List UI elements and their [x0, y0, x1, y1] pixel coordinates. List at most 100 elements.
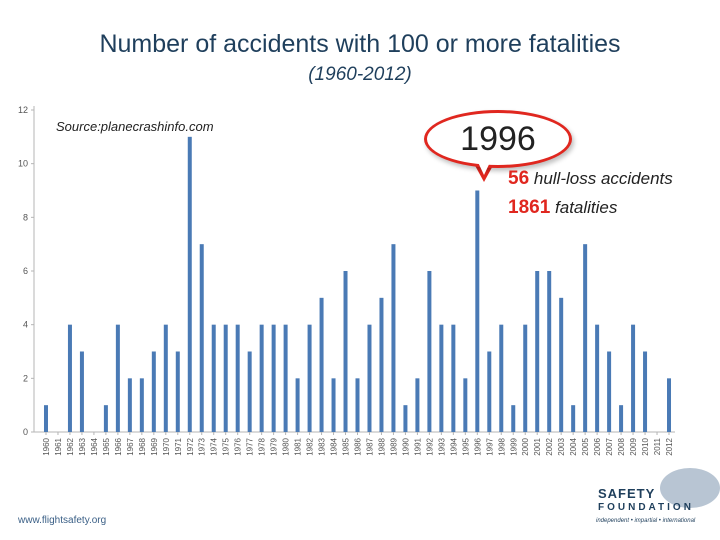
x-tick-label-1988: 1988 — [377, 437, 386, 455]
logo-word-foundation: FOUNDATION — [598, 502, 694, 513]
bar-1977 — [247, 351, 252, 432]
x-tick-label-1995: 1995 — [461, 437, 470, 455]
x-tick-label-2001: 2001 — [533, 437, 542, 455]
bar-1984 — [331, 378, 336, 432]
x-tick-label-1964: 1964 — [90, 437, 99, 455]
bar-2006 — [595, 324, 600, 432]
footer-url[interactable]: www.flightsafety.org — [18, 515, 107, 526]
chart-subtitle: (1960-2012) — [308, 64, 412, 85]
x-tick-label-1972: 1972 — [186, 437, 195, 455]
bar-1973 — [199, 244, 204, 432]
x-tick-label-2002: 2002 — [545, 437, 554, 455]
bar-1962 — [67, 324, 72, 432]
bar-1971 — [175, 351, 180, 432]
bar-1994 — [451, 324, 456, 432]
x-tick-label-2012: 2012 — [665, 437, 674, 455]
x-tick-label-1989: 1989 — [389, 437, 398, 455]
annotation-accidents-value: 56 — [508, 168, 530, 189]
bar-2004 — [571, 405, 576, 432]
annotation-accidents-text: hull-loss accidents — [533, 169, 673, 188]
bar-1999 — [511, 405, 516, 432]
bar-2002 — [547, 271, 552, 432]
bar-1990 — [403, 405, 408, 432]
bar-1960 — [43, 405, 48, 432]
bar-1976 — [235, 324, 240, 432]
annotation-line-1: 56 hull-loss accidents — [508, 168, 673, 190]
x-tick-label-1970: 1970 — [162, 437, 171, 455]
x-tick-label-1967: 1967 — [126, 437, 135, 455]
bar-1995 — [463, 378, 468, 432]
x-tick-label-2003: 2003 — [557, 437, 566, 455]
x-tick-label-1980: 1980 — [282, 437, 291, 455]
bar-1978 — [259, 324, 264, 432]
x-tick-label-1969: 1969 — [150, 437, 159, 455]
callout-year: 1996 — [460, 120, 536, 158]
x-tick-label-1997: 1997 — [485, 437, 494, 455]
x-tick-label-2005: 2005 — [581, 437, 590, 455]
x-tick-label-1966: 1966 — [114, 437, 123, 455]
bar-1985 — [343, 271, 348, 432]
bar-1966 — [115, 324, 120, 432]
bar-2010 — [643, 351, 648, 432]
bar-1968 — [139, 378, 144, 432]
x-tick-label-1968: 1968 — [138, 437, 147, 455]
x-tick-label-2000: 2000 — [521, 437, 530, 455]
x-tick-label-2010: 2010 — [641, 437, 650, 455]
x-tick-label-1998: 1998 — [497, 437, 506, 455]
bar-1989 — [391, 244, 396, 432]
logo-swoosh-icon — [660, 468, 720, 508]
bar-1992 — [427, 271, 432, 432]
x-tick-label-1986: 1986 — [354, 437, 363, 455]
x-tick-label-2009: 2009 — [629, 437, 638, 455]
bar-1967 — [127, 378, 132, 432]
bar-1988 — [379, 297, 384, 432]
x-tick-label-2006: 2006 — [593, 437, 602, 455]
bar-1975 — [223, 324, 228, 432]
y-tick-label: 10 — [18, 159, 28, 169]
bar-2003 — [559, 297, 564, 432]
bar-1980 — [283, 324, 288, 432]
annotation-fatalities-text: fatalities — [555, 198, 618, 217]
bar-1991 — [415, 378, 420, 432]
x-tick-label-1994: 1994 — [449, 437, 458, 455]
bar-2001 — [535, 271, 540, 432]
x-tick-label-1993: 1993 — [437, 437, 446, 455]
x-tick-label-1983: 1983 — [318, 437, 327, 455]
bar-1987 — [367, 324, 372, 432]
x-tick-label-1975: 1975 — [222, 437, 231, 455]
y-tick-label: 0 — [23, 427, 28, 437]
x-tick-label-1971: 1971 — [174, 437, 183, 455]
x-tick-label-1963: 1963 — [78, 437, 87, 455]
y-tick-label: 12 — [18, 105, 28, 115]
callout-bubble: 1996 — [424, 110, 572, 168]
bar-1972 — [187, 136, 192, 433]
bar-1965 — [103, 405, 108, 432]
bar-1974 — [211, 324, 216, 432]
bar-1969 — [151, 351, 156, 432]
bar-1997 — [487, 351, 492, 432]
x-tick-label-1982: 1982 — [306, 437, 315, 455]
x-tick-label-1985: 1985 — [342, 437, 351, 455]
x-tick-label-1996: 1996 — [473, 437, 482, 455]
annotation-fatalities-value: 1861 — [508, 197, 551, 218]
x-tick-label-1979: 1979 — [270, 437, 279, 455]
x-tick-label-1962: 1962 — [66, 437, 75, 455]
bar-2000 — [523, 324, 528, 432]
x-tick-label-1977: 1977 — [246, 437, 255, 455]
bar-1993 — [439, 324, 444, 432]
y-tick-label: 2 — [23, 373, 28, 383]
x-tick-label-2007: 2007 — [605, 437, 614, 455]
bar-2009 — [631, 324, 636, 432]
x-tick-label-1981: 1981 — [294, 437, 303, 455]
bar-1982 — [307, 324, 312, 432]
x-tick-label-1999: 1999 — [509, 437, 518, 455]
bar-2012 — [667, 378, 672, 432]
bar-1981 — [295, 378, 300, 432]
logo-word-safety: SAFETY — [598, 486, 656, 501]
x-tick-label-1991: 1991 — [413, 437, 422, 455]
callout-tail-fill — [476, 158, 492, 175]
bar-1996 — [475, 190, 480, 432]
bar-1963 — [79, 351, 84, 432]
logo-tagline: independent • impartial • international — [596, 518, 696, 524]
y-tick-label: 6 — [23, 266, 28, 276]
